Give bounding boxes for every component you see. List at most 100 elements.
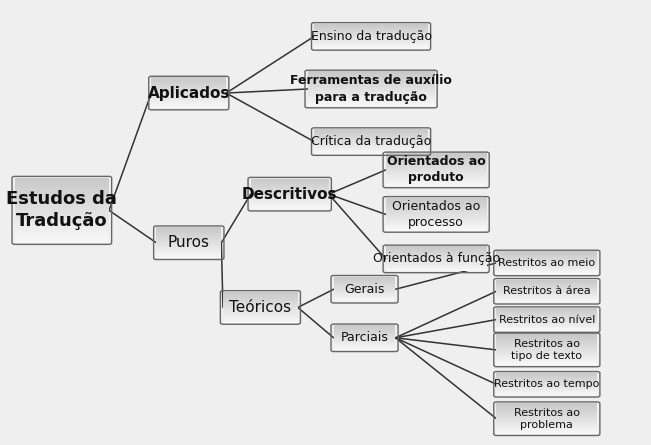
Bar — [496, 257, 598, 258]
Bar — [496, 258, 598, 259]
Bar — [334, 344, 396, 345]
Bar — [385, 248, 487, 249]
Bar — [15, 197, 109, 199]
Bar — [496, 404, 598, 405]
Bar — [496, 273, 598, 274]
Bar — [385, 217, 487, 219]
Bar — [151, 97, 227, 98]
Bar — [385, 167, 487, 169]
Text: Restritos à área: Restritos à área — [503, 286, 590, 296]
Bar — [496, 429, 598, 431]
Bar — [314, 141, 428, 142]
Bar — [314, 39, 428, 40]
Bar — [496, 391, 598, 392]
Bar — [314, 24, 428, 26]
Bar — [223, 307, 298, 308]
Bar — [496, 263, 598, 264]
Bar — [15, 199, 109, 202]
Bar — [307, 89, 435, 90]
Bar — [15, 234, 109, 236]
Bar — [385, 165, 487, 167]
Bar — [15, 212, 109, 214]
Bar — [223, 296, 298, 297]
Bar — [385, 162, 487, 163]
Bar — [151, 93, 227, 95]
Bar — [156, 243, 221, 245]
Bar — [385, 257, 487, 258]
Bar — [151, 102, 227, 103]
Bar — [223, 315, 298, 316]
Bar — [496, 349, 598, 351]
Bar — [334, 326, 396, 327]
Bar — [334, 345, 396, 347]
Bar — [314, 130, 428, 131]
Bar — [307, 102, 435, 104]
Bar — [496, 373, 598, 375]
Bar — [496, 433, 598, 434]
Bar — [496, 268, 598, 270]
Bar — [496, 264, 598, 265]
Bar — [385, 216, 487, 218]
Bar — [15, 206, 109, 208]
Bar — [15, 236, 109, 239]
Bar — [151, 81, 227, 82]
Bar — [496, 272, 598, 273]
Bar — [314, 29, 428, 31]
Bar — [496, 432, 598, 433]
Text: Puros: Puros — [168, 235, 210, 250]
Bar — [156, 231, 221, 233]
Bar — [251, 182, 329, 183]
Bar — [151, 105, 227, 106]
Bar — [314, 24, 428, 25]
Bar — [496, 308, 598, 309]
Bar — [307, 93, 435, 95]
Bar — [496, 413, 598, 415]
Bar — [496, 260, 598, 262]
Bar — [251, 197, 329, 198]
Bar — [334, 299, 396, 300]
Bar — [496, 360, 598, 361]
Bar — [385, 250, 487, 251]
Bar — [385, 227, 487, 228]
Bar — [496, 336, 598, 337]
Bar — [151, 81, 227, 83]
Bar — [251, 207, 329, 208]
Bar — [223, 297, 298, 298]
Bar — [334, 300, 396, 301]
Bar — [334, 280, 396, 281]
Bar — [496, 251, 598, 253]
Bar — [334, 278, 396, 279]
Bar — [496, 385, 598, 387]
Bar — [314, 136, 428, 138]
Bar — [496, 321, 598, 322]
Bar — [314, 135, 428, 136]
Bar — [496, 427, 598, 429]
Bar — [496, 414, 598, 416]
Bar — [223, 311, 298, 312]
Bar — [314, 42, 428, 43]
Bar — [156, 251, 221, 253]
Bar — [385, 170, 487, 171]
Bar — [385, 201, 487, 202]
Bar — [385, 170, 487, 172]
Bar — [334, 291, 396, 292]
Bar — [314, 134, 428, 135]
Bar — [307, 83, 435, 85]
Bar — [15, 193, 109, 195]
Bar — [496, 318, 598, 319]
Bar — [314, 149, 428, 150]
Bar — [223, 301, 298, 303]
Bar — [156, 248, 221, 250]
Bar — [496, 324, 598, 325]
Bar — [314, 149, 428, 150]
Bar — [385, 249, 487, 250]
Bar — [334, 334, 396, 336]
Bar — [496, 417, 598, 419]
Bar — [251, 190, 329, 191]
Bar — [314, 37, 428, 38]
Bar — [314, 44, 428, 45]
Bar — [496, 425, 598, 426]
Bar — [223, 320, 298, 322]
Bar — [496, 325, 598, 326]
Bar — [334, 336, 396, 337]
